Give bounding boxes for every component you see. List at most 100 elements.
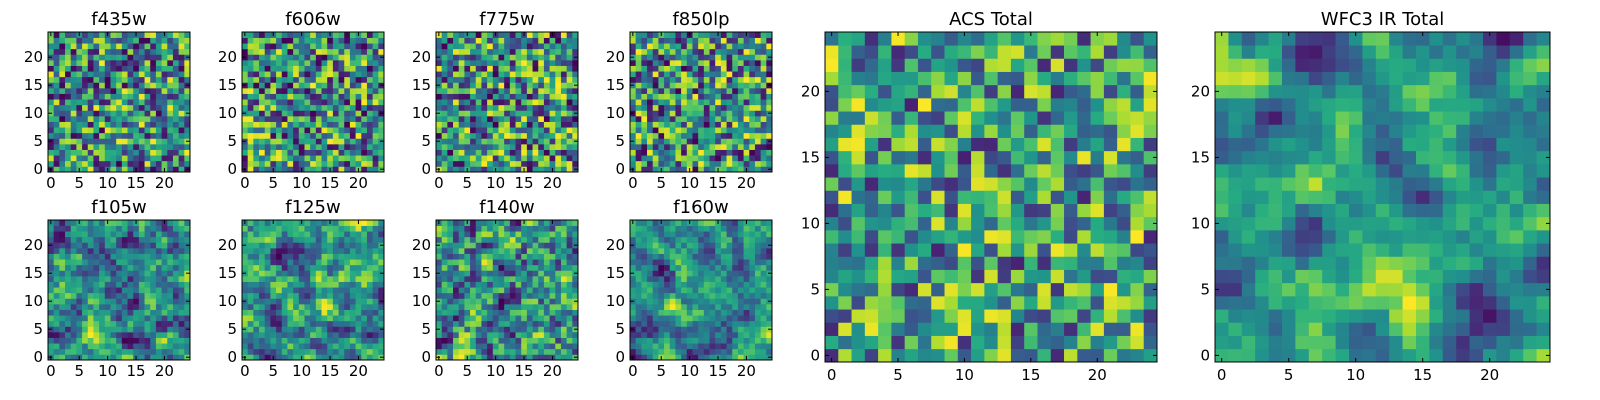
heatmap-cell bbox=[338, 320, 345, 327]
heatmap-cell bbox=[1215, 322, 1229, 336]
heatmap-cell bbox=[259, 160, 266, 167]
heatmap-cell bbox=[110, 315, 117, 322]
heatmap-cell bbox=[1130, 150, 1145, 165]
heatmap-cell bbox=[167, 104, 174, 111]
heatmap-cell bbox=[138, 166, 145, 173]
heatmap-cell bbox=[178, 281, 185, 288]
heatmap-cell bbox=[743, 104, 750, 111]
heatmap-cell bbox=[715, 99, 722, 106]
heatmap-cell bbox=[641, 110, 648, 117]
heatmap-cell bbox=[475, 104, 482, 111]
heatmap-cell bbox=[1077, 71, 1091, 86]
heatmap-cell bbox=[825, 177, 839, 191]
heatmap-cell bbox=[150, 60, 157, 66]
heatmap-cell bbox=[321, 48, 328, 55]
heatmap-cell bbox=[1295, 296, 1310, 310]
heatmap-cell bbox=[647, 116, 654, 122]
heatmap-cell bbox=[1024, 348, 1038, 363]
heatmap-cell bbox=[658, 160, 665, 167]
heatmap-cell bbox=[355, 43, 362, 50]
heatmap-cell bbox=[1282, 335, 1296, 350]
heatmap-cell bbox=[1469, 84, 1484, 99]
heatmap-cell bbox=[1010, 137, 1025, 152]
heatmap-cell bbox=[293, 71, 300, 78]
heatmap-cell bbox=[997, 137, 1012, 152]
heatmap-cell bbox=[1037, 32, 1052, 46]
heatmap-cell bbox=[1050, 137, 1065, 152]
heatmap-cell bbox=[121, 298, 128, 305]
heatmap-cell bbox=[1117, 256, 1131, 270]
heatmap-cell bbox=[1536, 71, 1551, 86]
heatmap-cell bbox=[93, 155, 100, 162]
heatmap-cell bbox=[110, 32, 117, 38]
heatmap-cell bbox=[984, 282, 998, 297]
heatmap-cell bbox=[304, 276, 311, 282]
heatmap-cell bbox=[931, 282, 945, 297]
heatmap-cell bbox=[538, 54, 545, 61]
heatmap-cell bbox=[1456, 322, 1470, 336]
heatmap-cell bbox=[686, 144, 693, 150]
heatmap-cell bbox=[76, 248, 83, 254]
heatmap-cell bbox=[70, 99, 77, 106]
heatmap-cell bbox=[70, 231, 77, 238]
heatmap-cell bbox=[310, 138, 317, 145]
heatmap-cell bbox=[82, 82, 89, 89]
heatmap-cell bbox=[515, 138, 522, 145]
heatmap-cell bbox=[253, 332, 260, 338]
heatmap-cell bbox=[121, 88, 128, 94]
heatmap-cell bbox=[1523, 203, 1537, 218]
heatmap-cell bbox=[1308, 111, 1323, 125]
heatmap-cell bbox=[492, 82, 499, 89]
heatmap-cell bbox=[572, 155, 579, 162]
heatmap-cell bbox=[349, 116, 356, 122]
heatmap-cell bbox=[1037, 124, 1052, 138]
heatmap-cell bbox=[686, 82, 693, 89]
heatmap-cell bbox=[498, 60, 505, 66]
heatmap-cell bbox=[133, 231, 140, 238]
heatmap-cell bbox=[543, 144, 550, 150]
heatmap-cell bbox=[310, 309, 317, 316]
heatmap-cell bbox=[1456, 150, 1470, 165]
heatmap-cell bbox=[652, 99, 659, 106]
heatmap-cell bbox=[48, 43, 55, 50]
heatmap-cell bbox=[270, 348, 277, 355]
heatmap-cell bbox=[150, 343, 157, 350]
heatmap-cell bbox=[647, 88, 654, 94]
heatmap-cell bbox=[458, 166, 465, 173]
heatmap-cell bbox=[104, 259, 111, 266]
heatmap-cell bbox=[167, 65, 174, 72]
heatmap-cell bbox=[1241, 203, 1256, 218]
heatmap-cell bbox=[87, 121, 94, 128]
heatmap-cell bbox=[931, 256, 945, 270]
heatmap-cell bbox=[242, 65, 249, 72]
heatmap-cell bbox=[298, 43, 305, 50]
heatmap-cell bbox=[298, 93, 305, 100]
heatmap-cell bbox=[515, 88, 522, 94]
heatmap-cell bbox=[127, 48, 134, 55]
heatmap-cell bbox=[127, 225, 134, 232]
heatmap-cell bbox=[76, 99, 83, 106]
heatmap-cell bbox=[65, 32, 72, 38]
heatmap-cell bbox=[1335, 84, 1350, 99]
heatmap-cell bbox=[1077, 243, 1091, 257]
heatmap-cell bbox=[560, 76, 567, 83]
heatmap-cell bbox=[121, 337, 128, 344]
heatmap-cell bbox=[138, 248, 145, 254]
heatmap-cell bbox=[1295, 282, 1310, 297]
heatmap-cell bbox=[93, 332, 100, 338]
heatmap-cell bbox=[366, 332, 373, 338]
heatmap-cell bbox=[458, 82, 465, 89]
heatmap-cell bbox=[361, 287, 368, 294]
heatmap-cell bbox=[1090, 230, 1105, 244]
heatmap-cell bbox=[304, 76, 311, 83]
heatmap-cell bbox=[509, 104, 516, 111]
heatmap-cell bbox=[732, 37, 739, 44]
heatmap-cell bbox=[99, 82, 106, 89]
heatmap-cell bbox=[59, 354, 66, 361]
heatmap-cell bbox=[172, 104, 179, 111]
heatmap-cell bbox=[276, 304, 283, 310]
heatmap-cell bbox=[270, 298, 277, 305]
heatmap-cell bbox=[652, 138, 659, 145]
heatmap-cell bbox=[543, 93, 550, 100]
heatmap-cell bbox=[93, 65, 100, 72]
